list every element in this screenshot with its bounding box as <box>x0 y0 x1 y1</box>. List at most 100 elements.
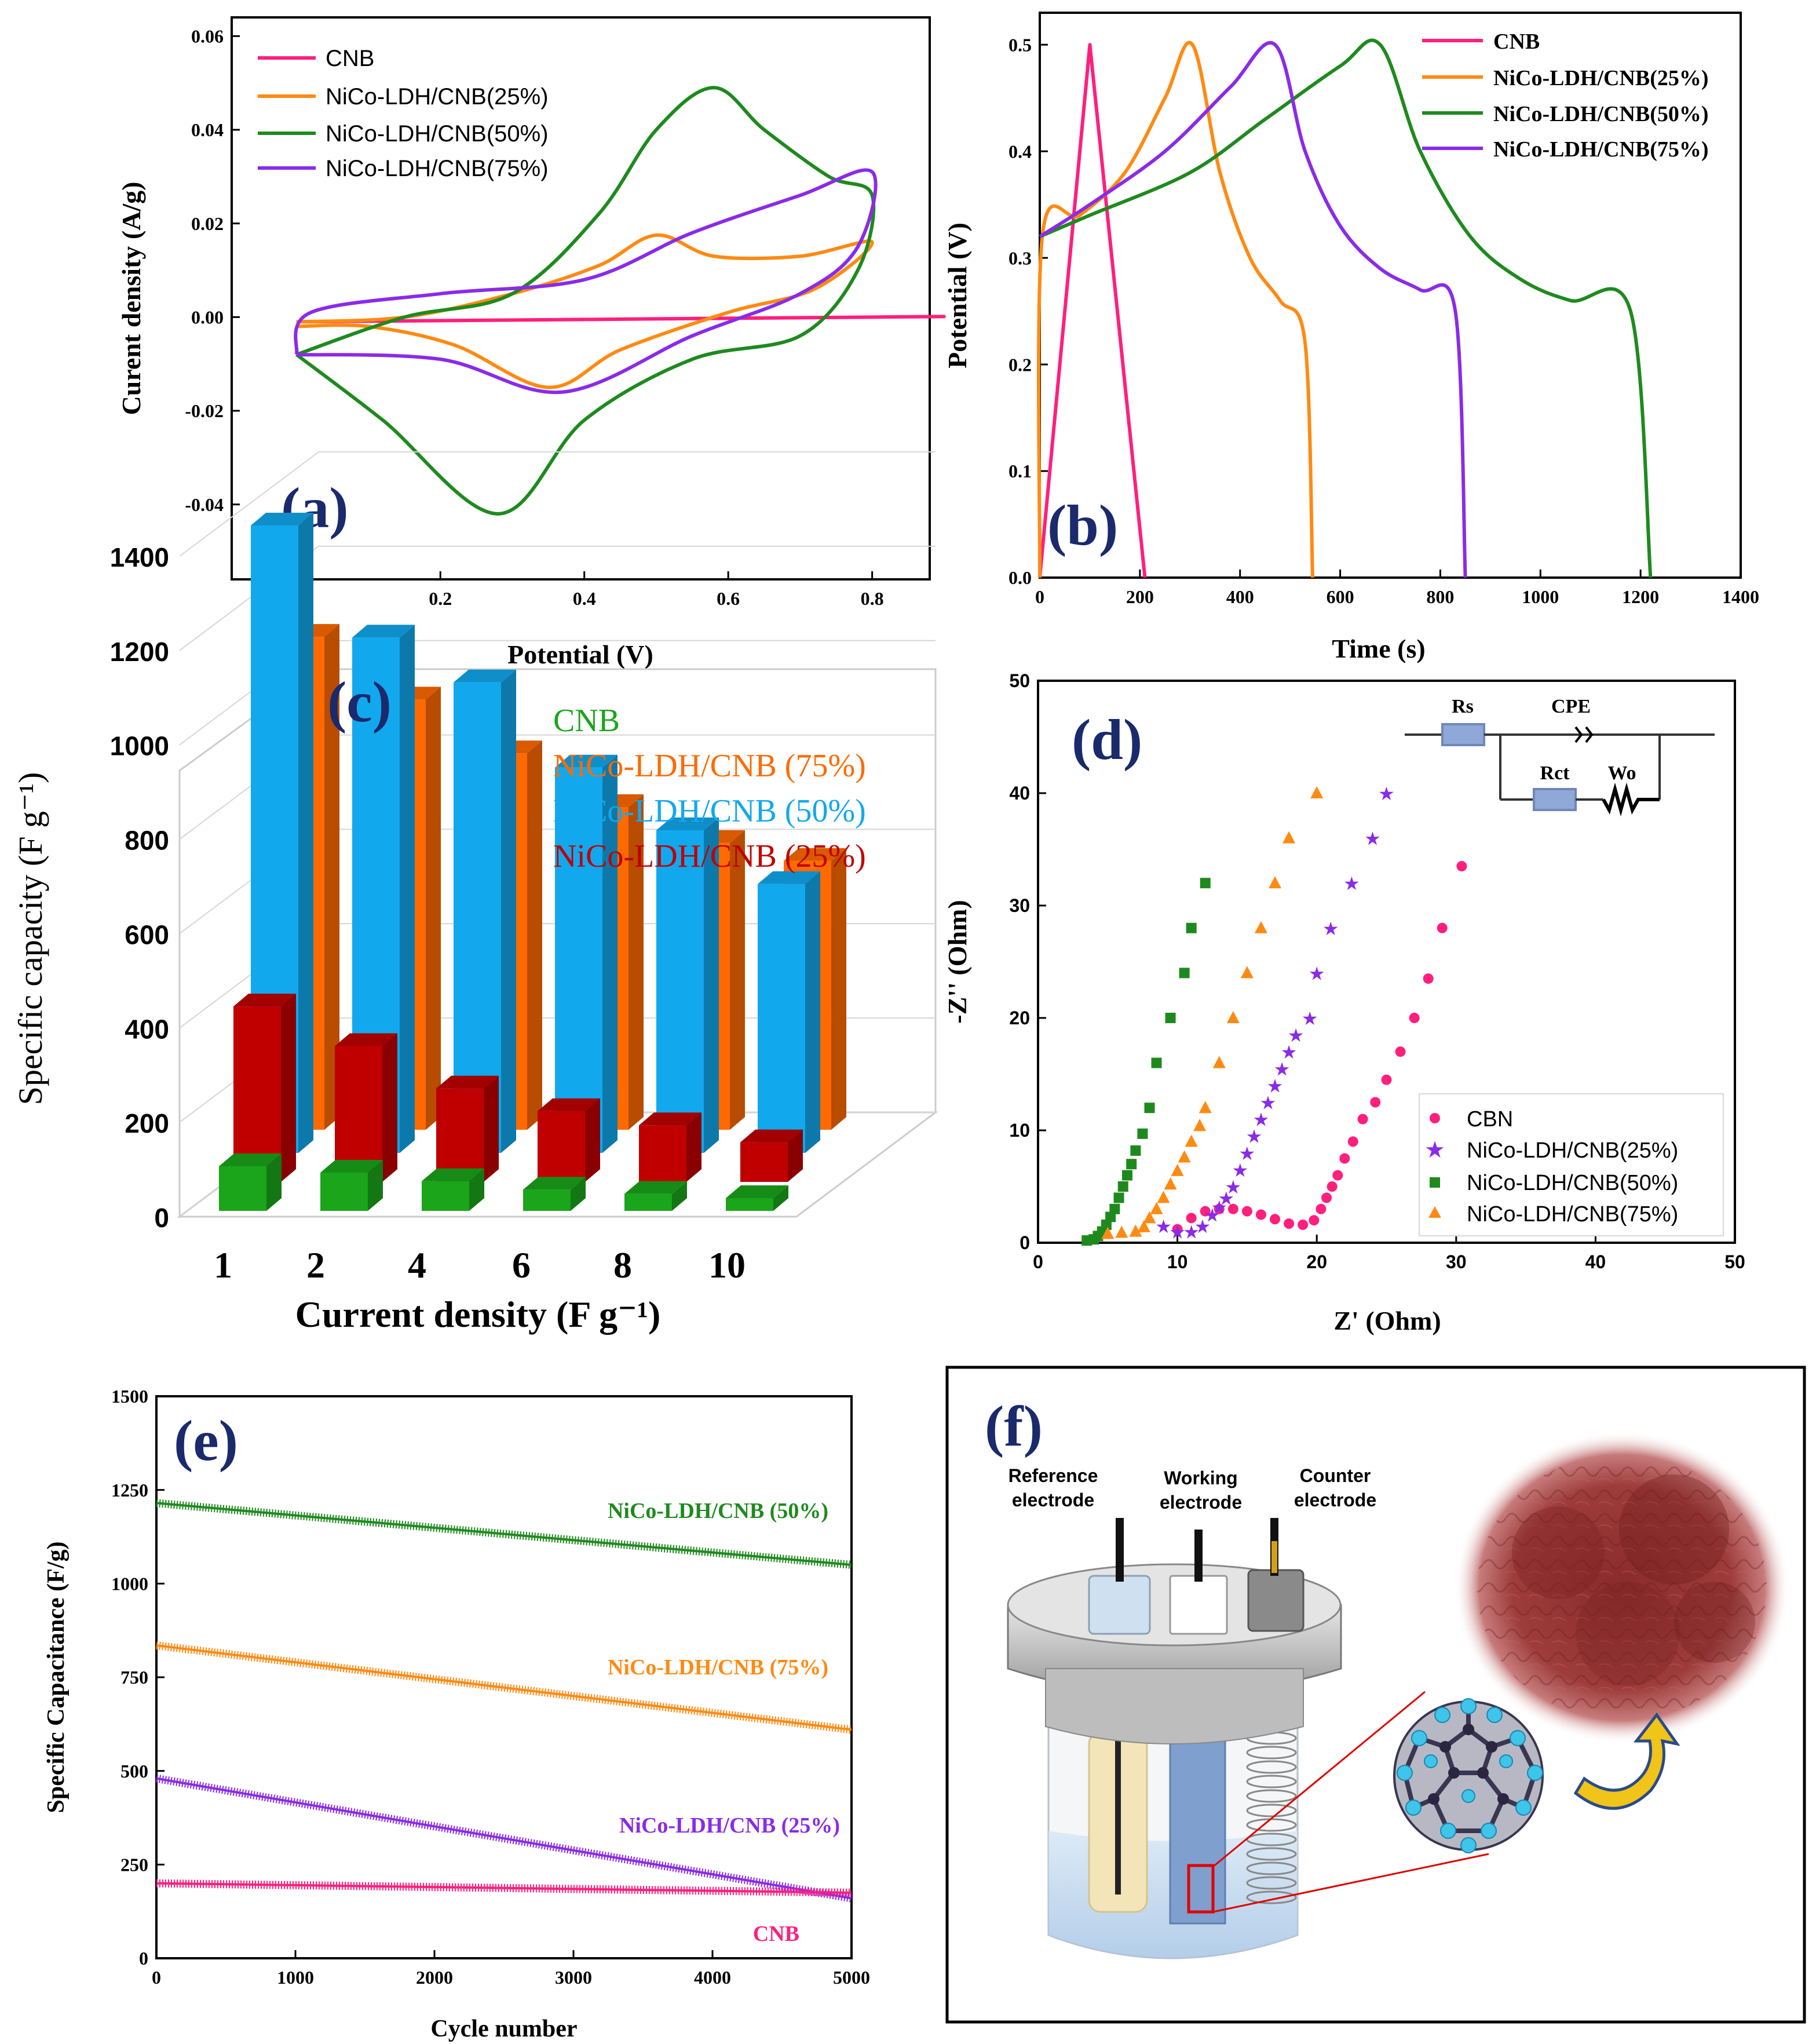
panel-a-ytick-label: -0.02 <box>185 400 224 421</box>
panel-a-series-line <box>295 86 876 516</box>
panel-d-point <box>1165 1013 1176 1023</box>
panel-c-bar-top <box>422 1168 484 1181</box>
panel-d-point <box>1282 831 1296 844</box>
panel-c-bar-top <box>538 1098 600 1111</box>
panel-b-legend-75: NiCo-LDH/CNB(75%) <box>1493 137 1709 162</box>
panel-c-bar-side <box>400 625 415 1153</box>
panel-c-bar-top <box>758 871 820 884</box>
panel-d-xtick-label: 40 <box>1585 1251 1606 1272</box>
panel-d-point: ★ <box>1194 1216 1211 1237</box>
panel-c-bar-top <box>233 994 296 1007</box>
working-label-2: electrode <box>1160 1492 1242 1513</box>
panel-c-ytick-label: 200 <box>125 1108 169 1138</box>
panel-d-point: ★ <box>1364 828 1381 849</box>
panel-b-xtick-label: 1000 <box>1522 586 1559 607</box>
panel-c-bar-side <box>469 1168 484 1211</box>
panel-c-bar <box>436 1088 484 1182</box>
panel-d-legend-cbn: CBN <box>1467 1107 1513 1132</box>
panel-d-xtick-label: 50 <box>1724 1251 1745 1272</box>
panel-b-series-line <box>1039 38 1653 578</box>
panel-b-series-line <box>1039 41 1467 578</box>
panel-e-xtick-label: 0 <box>152 1967 161 1988</box>
panel-c-bar-top <box>555 754 617 768</box>
panel-b-xtick-label: 400 <box>1226 586 1254 607</box>
panel-c-bar <box>523 1189 571 1211</box>
panel-c-bar-side <box>805 871 820 1153</box>
panel-a-ytick-label: 0.06 <box>191 26 224 47</box>
panel-d-point <box>1437 922 1448 933</box>
panel-c-legend-cnb: CNB <box>553 703 620 739</box>
panel-d-ytick-label: 40 <box>1009 783 1030 804</box>
panel-c-bar <box>639 1125 686 1182</box>
panel-c-bar-top <box>352 625 415 638</box>
panel-e-xtick-label: 3000 <box>555 1967 592 1988</box>
panel-d-point <box>1309 1215 1320 1226</box>
panel-c-legend: CNB NiCo-LDH/CNB (75%) NiCo-LDH/CNB (50%… <box>553 703 866 874</box>
panel-d-point: ★ <box>1253 1109 1270 1130</box>
panel-d-point: ★ <box>1204 1205 1221 1226</box>
panel-b-ylabel: Potential (V) <box>942 222 972 368</box>
panel-e-xtick-label: 2000 <box>416 1967 453 1988</box>
panel-d-legend-75: NiCo-LDH/CNB(75%) <box>1467 1202 1678 1227</box>
panel-c-bar <box>335 1046 382 1182</box>
panel-d-point <box>1105 1211 1116 1222</box>
panel-a-xtick-label: 0.6 <box>717 588 740 609</box>
panel-c-bar <box>219 1166 266 1211</box>
panel-c-ylabel: Specific capacity (F g⁻¹) <box>12 772 49 1105</box>
panel-e-ylabel: Specific Capacitance (F/g) <box>43 1542 70 1813</box>
panel-b-legend-25: NiCo-LDH/CNB(25%) <box>1493 66 1709 90</box>
panel-d-point: ★ <box>1302 1008 1318 1029</box>
panel-c-gridline <box>179 451 319 557</box>
panel-d-point: ★ <box>1155 1216 1172 1237</box>
svg-text:★: ★ <box>1424 1137 1445 1163</box>
panel-c-bar-top <box>740 1129 803 1143</box>
panel-d-point <box>1126 1159 1137 1170</box>
panel-c-bar-side <box>382 1033 397 1182</box>
panel-e-ytick-label: 250 <box>120 1855 148 1875</box>
panel-c-xtick-label: 6 <box>512 1244 531 1286</box>
nanoflower-sem <box>1454 1431 1790 1744</box>
panel-d-point <box>1332 1170 1343 1181</box>
panel-e-label-50: NiCo-LDH/CNB (50%) <box>608 1499 828 1523</box>
panel-b-ytick-label: 0.3 <box>1009 247 1032 268</box>
panel-a-legend-25: NiCo-LDH/CNB(25%) <box>326 84 549 110</box>
panel-c-legend-75: NiCo-LDH/CNB (75%) <box>553 748 866 784</box>
panel-c-bar-side <box>704 817 719 1153</box>
panel-c-bar-side <box>773 1185 788 1211</box>
panel-c-xtick-label: 8 <box>613 1244 632 1286</box>
panel-b-series-line <box>1038 43 1147 578</box>
panel-d-point <box>1157 1191 1170 1203</box>
panel-d-point: ★ <box>1274 1058 1291 1079</box>
panel-e-label-cnb: CNB <box>753 1922 799 1946</box>
panel-c-bar <box>320 1173 368 1211</box>
panel-d-point <box>1179 968 1190 979</box>
panel-b-ytick-label: 0.4 <box>1009 141 1032 162</box>
panel-c-bar-top <box>251 513 313 525</box>
panel-a-series-line <box>296 233 874 389</box>
reference-label-2: electrode <box>1012 1490 1094 1510</box>
panel-d-point <box>1109 1203 1120 1214</box>
panel-e-ytick-label: 1500 <box>111 1386 148 1407</box>
circuit-rct: Rct <box>1540 762 1570 784</box>
panel-d-point <box>1327 1181 1338 1192</box>
panel-c-bar <box>555 767 602 1153</box>
panel-a-ytick-label: 0.02 <box>191 213 224 234</box>
panel-d-point <box>1200 1206 1211 1217</box>
panel-c-bar-side <box>484 1075 499 1182</box>
panel-d-point: ★ <box>1246 1126 1263 1147</box>
panel-d-point: ★ <box>1225 1177 1241 1198</box>
counter-label-1: Counter <box>1300 1465 1371 1486</box>
panel-a-series-line <box>294 168 878 395</box>
panel-a-legend-75: NiCo-LDH/CNB(75%) <box>326 156 549 181</box>
panel-d-point <box>1284 1218 1295 1229</box>
panel-d-point <box>1395 1046 1406 1057</box>
panel-d-point <box>1121 1170 1132 1181</box>
panel-e-ytick-label: 0 <box>139 1948 148 1969</box>
panel-d-point <box>1150 1202 1163 1214</box>
panel-c-bar-side <box>585 1098 600 1182</box>
panel-b-legend: CNB NiCo-LDH/CNB(25%) NiCo-LDH/CNB(50%) … <box>1422 30 1709 162</box>
panel-c-bar <box>740 1142 788 1182</box>
panel-d-point <box>1171 1163 1184 1176</box>
panel-d-point <box>1321 1192 1332 1203</box>
